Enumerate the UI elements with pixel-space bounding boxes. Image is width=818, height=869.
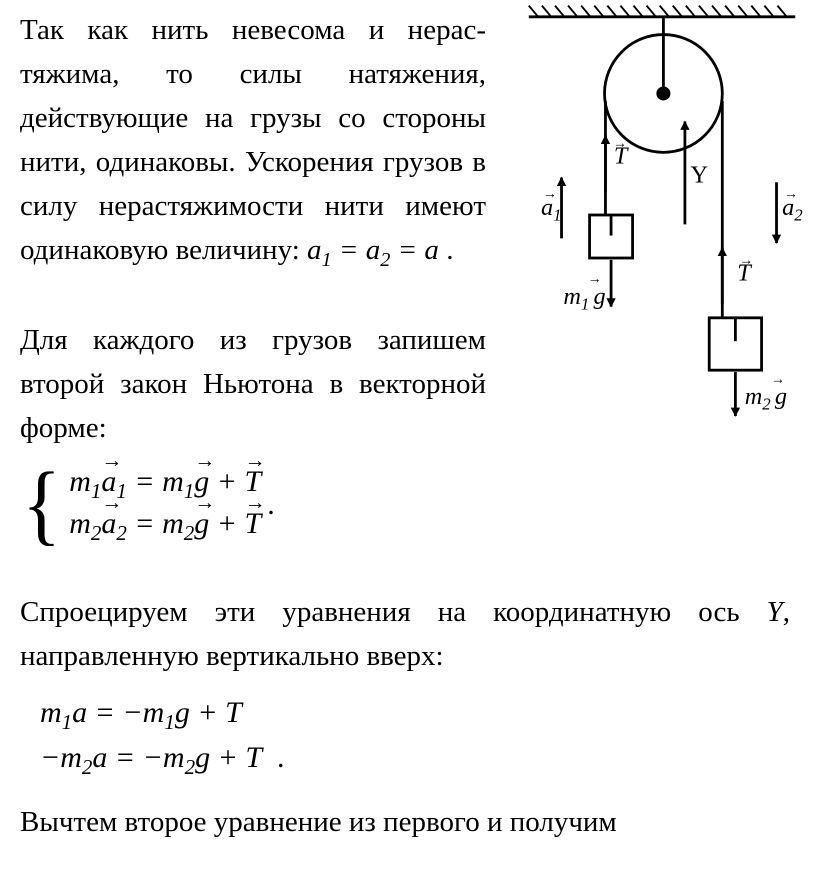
projected-dot: . [277,741,285,774]
label-a1: → a1 [541,177,563,224]
paragraph-4: Вычтем второе уравнение из первого и пол… [20,800,790,844]
paragraph-1: Так как нить невесома и нерас­тяжима, то… [20,8,486,276]
label-T-left: → T [613,127,633,170]
label-a2: → a2 [782,177,804,224]
label-Y: Y [691,161,709,188]
system-line-2: m2a2 = m2g + T [69,507,261,546]
system-dot: . [267,488,275,522]
paragraph-2: Для каждого из грузов запи­шем второй за… [20,318,486,450]
left-brace-icon: { [22,460,61,550]
system-line-1: m1a1 = m1g + T [69,465,261,504]
paragraph-3: Спроецируем эти уравнения на координатну… [20,590,790,678]
projected-line-2: −m2a = −m2g + T [40,741,261,774]
label-T-right: → T [737,244,759,287]
label-m1g: m1 g → [563,272,611,315]
system-block: { m1a1 = m1g + T m2a2 = m2g + T . [20,460,275,550]
projected-line-1: m1a = −m1g + T [40,696,284,735]
paragraph-1-text: Так как нить невесома и нерас­тяжима, то… [20,14,486,266]
pulley-diagram: → T Y → a1 → a2 → T m1 g → m2 g → [495,0,815,430]
equation-a1-a2-a: a1 = a2 = a . [307,234,453,266]
projected-block: m1a = −m1g + T −m2a = −m2g + T . [40,690,284,786]
label-m2g: m2 g → [745,372,793,415]
